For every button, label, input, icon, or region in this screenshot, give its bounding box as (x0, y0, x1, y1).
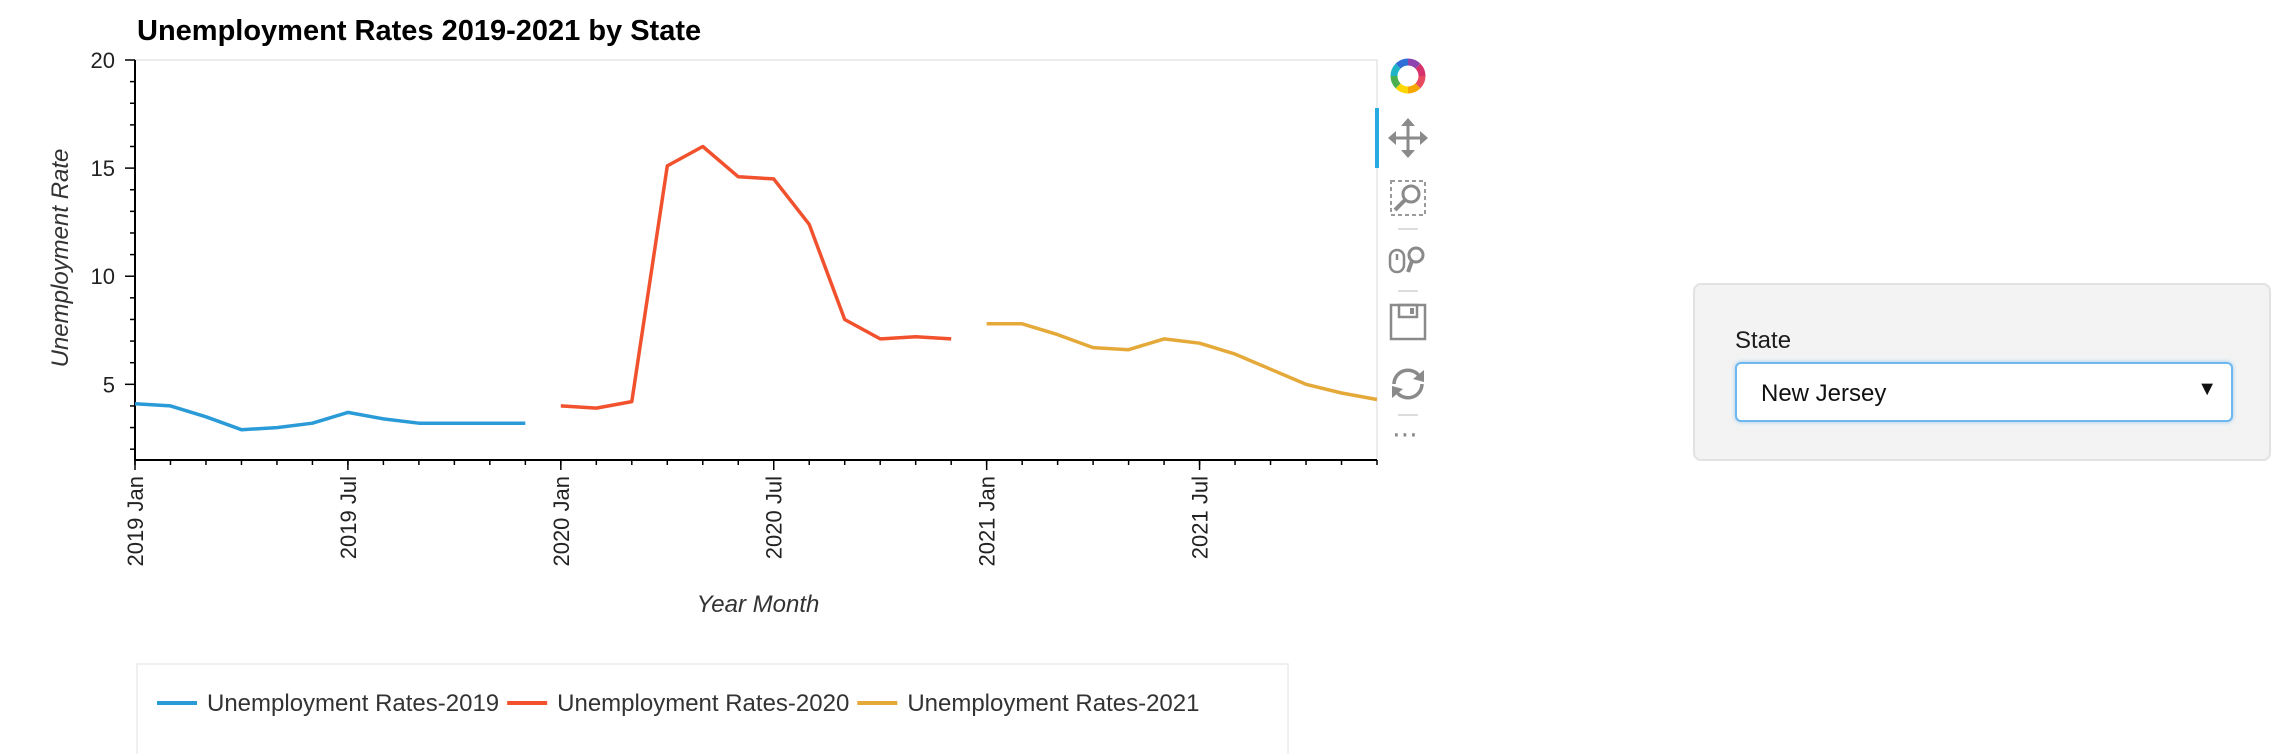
legend-label: Unemployment Rates-2019 (207, 690, 499, 717)
more-icon[interactable]: ⋯ (1392, 419, 1419, 449)
y-tick-label: 20 (91, 48, 115, 73)
chevron-down-icon: ▼ (2197, 378, 2217, 400)
state-select-value: New Jersey (1761, 380, 1887, 407)
x-tick-label: 2021 Jan (975, 476, 1000, 567)
x-tick-label: 2019 Jul (336, 476, 361, 559)
legend-label: Unemployment Rates-2020 (557, 690, 849, 717)
legend: Unemployment Rates-2019 Unemployment Rate… (136, 663, 1289, 754)
toolbar-separator (1398, 290, 1418, 292)
toolbar-separator (1398, 414, 1418, 416)
series-line (560, 144, 952, 410)
state-select[interactable]: New Jersey ▼ (1735, 362, 2233, 422)
x-tick-label: 2019 Jan (123, 476, 148, 567)
legend-label: Unemployment Rates-2021 (907, 690, 1199, 717)
pan-icon[interactable] (1386, 116, 1430, 160)
wheel-zoom-icon[interactable] (1386, 238, 1430, 282)
x-tick-label: 2020 Jan (549, 476, 574, 567)
toolbar-separator (1398, 228, 1418, 230)
legend-items: Unemployment Rates-2019 Unemployment Rate… (157, 690, 1199, 717)
x-tick-label: 2021 Jul (1188, 476, 1213, 559)
state-label: State (1735, 327, 1792, 354)
save-icon[interactable] (1386, 300, 1430, 344)
y-axis-label: Unemployment Rate (47, 149, 74, 368)
y-tick-label: 5 (103, 372, 115, 397)
axes: 5 10 15 20 2019 Jan 2019 Jul 2020 Jan 2020 Jul 2… (91, 48, 1378, 567)
unemployment-chart: Unemployment Rates 2019-2021 by State 5 1… (47, 15, 1378, 754)
x-axis-label: Year Month (697, 591, 820, 618)
state-selector-panel: State New Jersey ▼ (1693, 283, 2271, 461)
series-line (986, 322, 1378, 402)
series-lines (134, 144, 1378, 432)
plot-frame (134, 59, 1378, 461)
x-tick-label: 2020 Jul (762, 476, 787, 559)
reset-icon[interactable] (1386, 362, 1430, 406)
chart-toolbar: ⋯ (1375, 52, 1438, 452)
y-tick-label: 15 (91, 156, 115, 181)
box-zoom-icon[interactable] (1386, 176, 1430, 220)
y-tick-label: 10 (91, 264, 115, 289)
active-tool-indicator (1375, 108, 1379, 168)
legend-frame (136, 663, 1289, 754)
logo-icon[interactable] (1386, 54, 1430, 98)
series-line (134, 402, 526, 432)
chart-title: Unemployment Rates 2019-2021 by State (137, 15, 701, 47)
